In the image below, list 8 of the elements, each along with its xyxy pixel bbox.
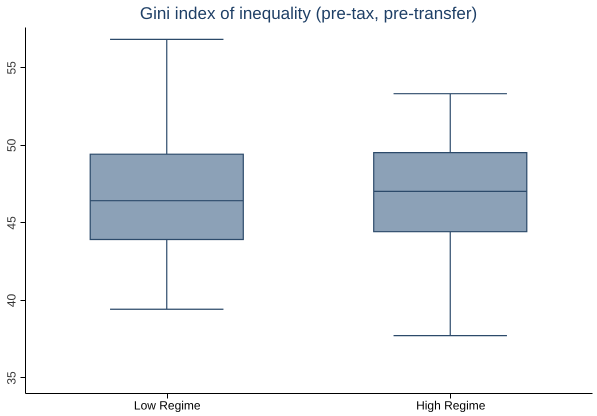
y-tick-label: 55 [4,60,18,74]
x-tick-label: High Regime [416,398,486,412]
chart-title: Gini index of inequality (pre-tax, pre-transfer) [140,4,478,23]
y-tick-label: 45 [4,216,18,230]
x-tick-label: Low Regime [134,398,201,412]
y-tick-label: 40 [4,293,18,308]
y-tick-label: 35 [4,370,18,385]
y-tick-label: 50 [4,138,18,152]
